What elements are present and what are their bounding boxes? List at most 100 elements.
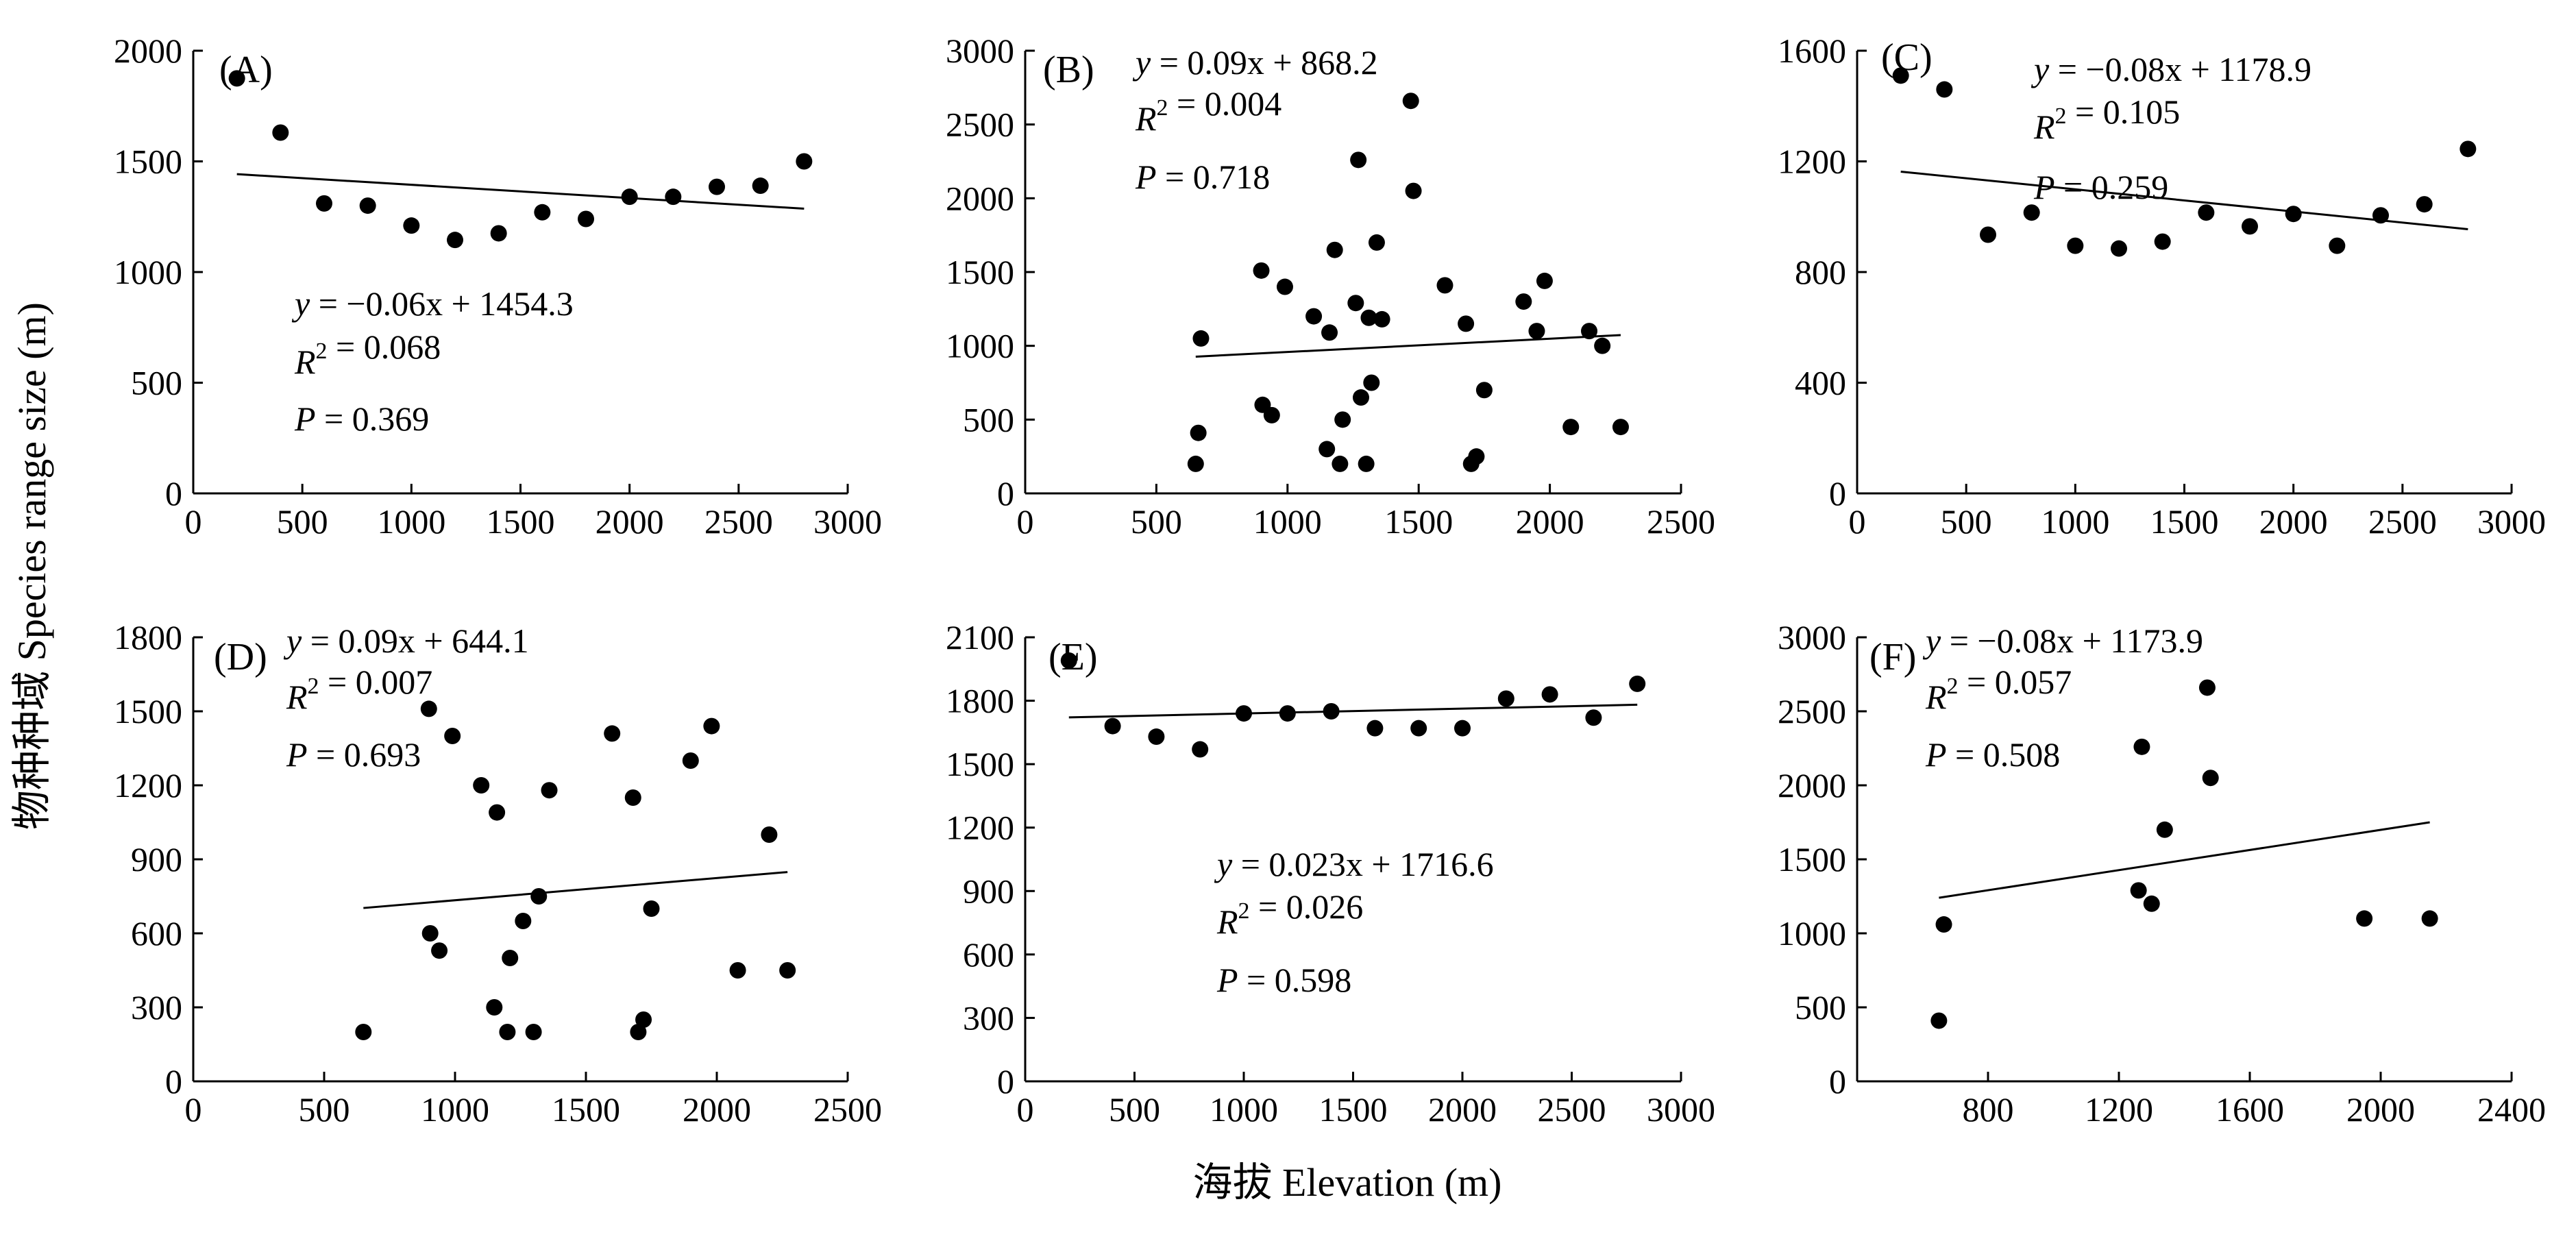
regression-line [236,173,805,210]
data-point [1594,337,1611,354]
r-squared-label: R2 = 0.007 [286,663,432,716]
data-point [796,153,813,170]
x-tick-label: 3000 [2477,502,2546,541]
data-point [703,717,720,735]
data-point [502,950,519,966]
x-tick-label: 1500 [2150,502,2219,541]
data-point [578,210,594,228]
data-point [1930,1012,1948,1029]
x-tick-label: 1500 [487,502,555,541]
data-point [1321,324,1338,341]
data-point [1236,705,1252,722]
x-tick-label: 1200 [2085,1090,2153,1129]
y-tick-label: 900 [963,872,1014,910]
data-point [729,962,746,979]
x-tick-label: 0 [1017,1090,1034,1129]
data-point [1629,675,1646,692]
y-tick-label: 2100 [946,618,1014,656]
x-tick-label: 3000 [813,502,882,541]
y-tick-label: 1500 [1778,840,1846,878]
y-tick-label: 800 [1795,253,1846,291]
data-point [2285,206,2302,223]
data-point [272,124,289,141]
data-point [486,999,503,1016]
data-point [2416,196,2433,213]
data-point [525,1024,542,1040]
y-tick-label: 1000 [114,253,182,291]
y-tick-label: 0 [1829,1062,1846,1101]
y-tick-label: 1200 [114,766,182,804]
y-tick-label: 400 [1795,364,1846,402]
y-tick-label: 2500 [946,106,1014,144]
data-point [1373,310,1390,328]
y-tick-label: 1000 [1778,914,1846,953]
y-tick-label: 0 [165,474,182,513]
data-point [1515,293,1532,310]
y-tick-label: 2500 [1778,692,1846,730]
data-point [1368,234,1385,251]
data-point [2023,204,2040,221]
x-tick-label: 3000 [1647,1090,1715,1129]
data-point [1980,226,1996,243]
y-tick-label: 300 [963,998,1014,1037]
regression-line [1068,703,1638,719]
y-tick-label: 900 [131,840,182,878]
data-point [1402,93,1419,110]
data-point [2198,204,2215,221]
data-point [1935,916,1952,933]
x-tick-label: 500 [1941,502,1992,541]
y-tick-label: 2000 [114,32,182,70]
data-point [473,777,490,794]
data-point [530,888,548,905]
panel-e: 0 300 600 900 1200 1500 1800 2100 0 500 1000 1500 20… [946,618,1715,1129]
r-squared-label: R2 = 0.004 [1135,84,1281,138]
data-point [447,232,463,249]
x-tick-label: 2000 [2346,1090,2415,1129]
data-point [1528,323,1545,340]
data-point [1410,720,1427,737]
panel-label: (B) [1043,49,1094,91]
data-point [1326,241,1343,258]
data-point [2143,895,2160,912]
regression-equation: y = 0.09x + 644.1 [283,622,529,660]
data-point [1363,374,1380,391]
r-squared-label: R2 = 0.105 [2033,93,2180,146]
data-point [682,752,699,769]
r-squared-label: R2 = 0.026 [1216,887,1363,941]
y-tick-label: 1500 [946,253,1014,291]
data-point [515,913,532,929]
x-tick-label: 1600 [2216,1090,2284,1129]
data-point [1060,652,1077,669]
data-point [1334,411,1351,428]
data-point [1332,455,1349,472]
data-point [1497,690,1514,707]
regression-equation: y = −0.06x + 1454.3 [291,284,574,323]
p-value-label: P = 0.718 [1135,158,1270,196]
data-point [1318,441,1336,458]
y-tick-label: 500 [963,400,1014,439]
data-point [1148,728,1165,746]
panel-label: (C) [1881,36,1933,79]
panel-label: (F) [1869,636,1916,678]
data-point [2111,240,2127,257]
x-tick-label: 2000 [683,1090,751,1129]
y-tick-label: 0 [997,474,1014,513]
y-tick-label: 1600 [1778,32,1846,70]
data-point [2198,679,2216,696]
data-point [421,925,439,942]
y-tick-label: 2000 [1778,766,1846,804]
y-tick-label: 1000 [946,327,1014,365]
x-tick-label: 1500 [552,1090,620,1129]
data-point [534,204,551,221]
y-tick-label: 1800 [114,618,182,656]
panel-b: 0 500 1000 1500 2000 2500 3000 0 500 1000 1500 2000… [946,32,1715,541]
x-tick-label: 0 [1849,502,1866,541]
data-point [420,700,437,717]
data-point [2130,882,2147,899]
y-axis-title: 物种种域 Species range size (m) [10,302,54,830]
data-point [1192,741,1209,758]
y-tick-label: 1500 [114,692,182,730]
data-point [2133,738,2150,755]
data-point [635,1011,652,1028]
